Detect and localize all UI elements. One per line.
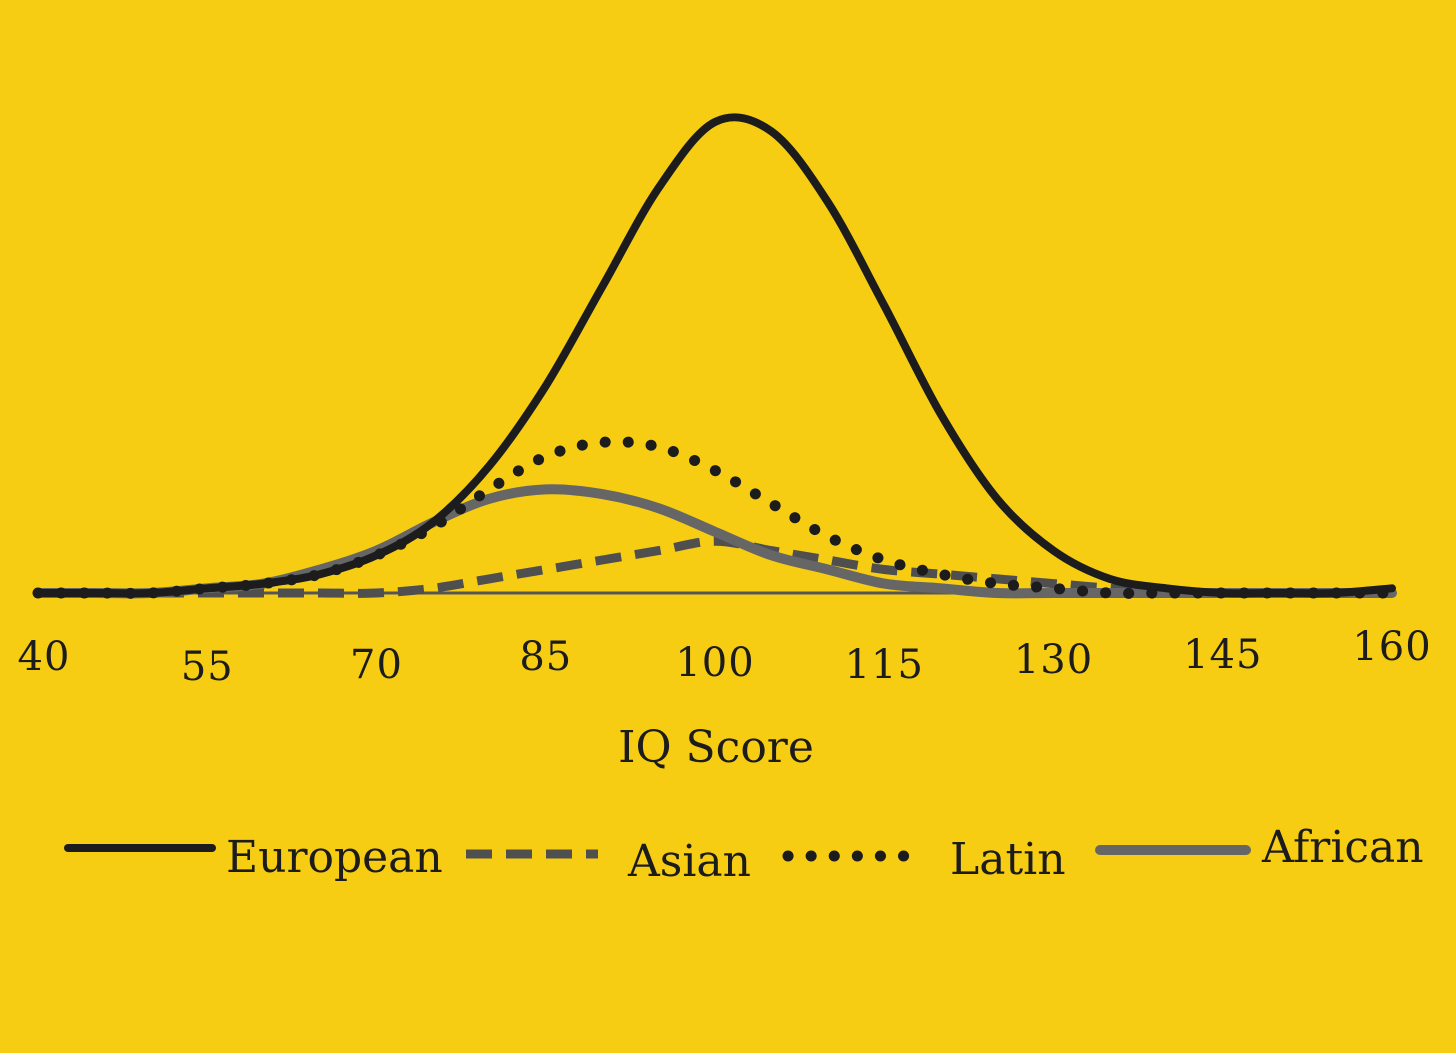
plot-area [32, 113, 1398, 599]
x-tick-label-40: 40 [18, 634, 71, 680]
x-tick-label-85: 85 [519, 634, 572, 680]
legend-label-european: European [226, 832, 443, 883]
x-tick-label-100: 100 [675, 640, 754, 686]
series-line-latin [32, 436, 1398, 599]
legend-label-latin: Latin [950, 834, 1066, 885]
x-tick-label-55: 55 [181, 644, 234, 690]
legend-label-asian: Asian [627, 836, 751, 887]
legend: European Asian Latin African [64, 822, 1424, 887]
x-tick-label-115: 115 [845, 642, 924, 688]
x-tick-label-160: 160 [1352, 624, 1431, 670]
x-axis-ticks: 40 55 70 85 100 115 130 145 160 [18, 624, 1431, 690]
x-axis-title: IQ Score [618, 722, 814, 773]
series-line-european [34, 113, 1396, 598]
x-tick-label-145: 145 [1183, 632, 1262, 678]
legend-label-african: African [1261, 822, 1424, 873]
x-tick-label-70: 70 [350, 642, 403, 688]
x-tick-label-130: 130 [1014, 637, 1093, 683]
